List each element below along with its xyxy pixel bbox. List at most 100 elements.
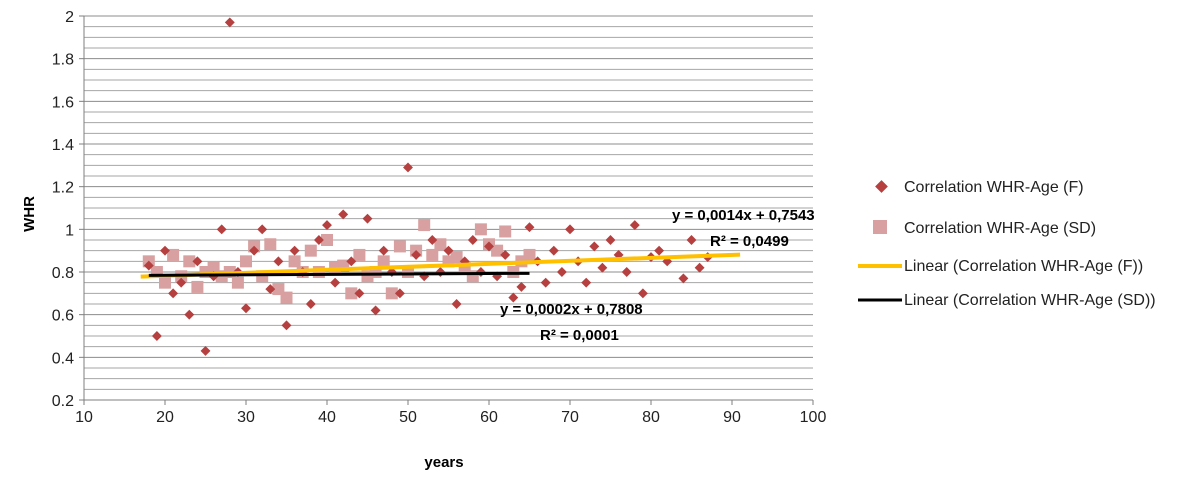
point-f [556, 267, 567, 277]
point-f [330, 277, 341, 288]
y-tick-label: 1.2 [52, 180, 74, 197]
point-f [313, 235, 324, 245]
point-f [192, 256, 203, 267]
point-f [467, 235, 478, 245]
y-axis-title: WHR [21, 196, 38, 232]
point-f [484, 241, 494, 252]
legend-label-f: Correlation WHR-Age (F) [904, 179, 1084, 196]
axes: 10 20 30 40 50 60 70 80 90 100 0.2 0.4 0.6 0.8 1 1.2 1.4… [52, 9, 827, 426]
point-f [143, 260, 154, 271]
point-f [621, 267, 632, 277]
legend-label-trend-sd: Linear (Correlation WHR-Age (SD)) [904, 292, 1156, 309]
point-f [224, 17, 235, 28]
x-tick-label: 80 [642, 409, 660, 426]
point-f [629, 220, 640, 231]
point-f [168, 288, 179, 299]
point-f [403, 162, 413, 173]
point-f [508, 292, 519, 303]
point-sd [474, 223, 487, 236]
trendline-f [140, 252, 741, 279]
point-sd [491, 244, 504, 257]
point-f [338, 209, 349, 220]
point-sd [353, 248, 366, 261]
point-f [678, 273, 689, 284]
point-sd [304, 244, 317, 257]
point-sd [377, 255, 390, 268]
point-f [184, 309, 195, 320]
point-sd [499, 225, 512, 238]
trendline-sd [148, 271, 530, 277]
legend-item-f: Correlation WHR-Age (F) [875, 179, 1084, 196]
point-f [597, 262, 608, 273]
trendline-f-r2: R² = 0,0499 [710, 233, 789, 250]
trendlines [140, 252, 741, 279]
point-f [394, 288, 405, 299]
point-f [589, 241, 600, 252]
point-f [160, 245, 170, 256]
point-sd [240, 255, 252, 268]
point-sd [280, 291, 293, 304]
point-sd [159, 276, 171, 289]
point-sd [345, 287, 358, 300]
point-f [241, 303, 251, 314]
y-tick-label: 1.6 [52, 94, 74, 111]
point-f [500, 249, 511, 260]
point-f [200, 345, 211, 356]
point-f [305, 299, 316, 309]
point-f [427, 235, 438, 245]
point-f [637, 288, 648, 299]
point-f [548, 245, 559, 256]
y-tick-label: 1 [65, 222, 74, 239]
point-sd [418, 219, 431, 232]
y-tick-label: 1.8 [52, 52, 74, 69]
x-tick-label: 90 [723, 409, 741, 426]
point-sd [523, 248, 536, 261]
y-tick-label: 0.6 [52, 308, 74, 325]
y-tick-label: 0.8 [52, 265, 74, 282]
y-tick-label: 1.4 [52, 137, 74, 154]
point-sd [385, 287, 398, 300]
point-f [411, 249, 422, 260]
point-sd [191, 280, 204, 293]
x-tick-label: 30 [237, 409, 255, 426]
point-f [273, 256, 284, 267]
point-sd [183, 255, 196, 268]
point-f [565, 224, 575, 235]
point-f [354, 288, 365, 299]
trendline-f-equation: y = 0,0014x + 0,7543 [672, 207, 815, 224]
trendline-sd-equation: y = 0,0002x + 0,7808 [500, 301, 643, 318]
legend: Correlation WHR-Age (F) Correlation WHR-… [858, 179, 1156, 309]
point-sd [426, 248, 439, 261]
point-f [281, 320, 292, 331]
legend-item-trend-f: Linear (Correlation WHR-Age (F)) [858, 258, 1143, 275]
point-sd [393, 240, 406, 253]
legend-diamond-marker [875, 180, 888, 193]
point-f [322, 220, 332, 231]
point-sd [264, 238, 277, 251]
legend-item-sd: Correlation WHR-Age (SD) [873, 220, 1096, 237]
point-f [605, 235, 616, 245]
legend-item-trend-sd: Linear (Correlation WHR-Age (SD)) [858, 292, 1156, 309]
x-tick-label: 50 [399, 409, 417, 426]
point-sd [288, 255, 301, 268]
y-tick-label: 0.2 [52, 393, 74, 410]
x-tick-label: 20 [156, 409, 174, 426]
x-tick-label: 10 [75, 409, 93, 426]
point-sd [321, 234, 333, 246]
point-f [346, 256, 357, 267]
trendline-sd-r2: R² = 0,0001 [540, 327, 619, 344]
point-f [362, 213, 373, 224]
point-f [540, 277, 551, 288]
y-tick-label: 2 [65, 9, 74, 26]
legend-label-sd: Correlation WHR-Age (SD) [904, 220, 1096, 237]
x-tick-label: 70 [561, 409, 579, 426]
point-f [378, 245, 389, 256]
point-f [151, 331, 162, 341]
point-sd [167, 248, 180, 261]
point-f [216, 224, 227, 235]
point-f [370, 305, 381, 316]
point-f [686, 235, 697, 245]
point-f [581, 277, 592, 288]
point-f [451, 299, 462, 309]
